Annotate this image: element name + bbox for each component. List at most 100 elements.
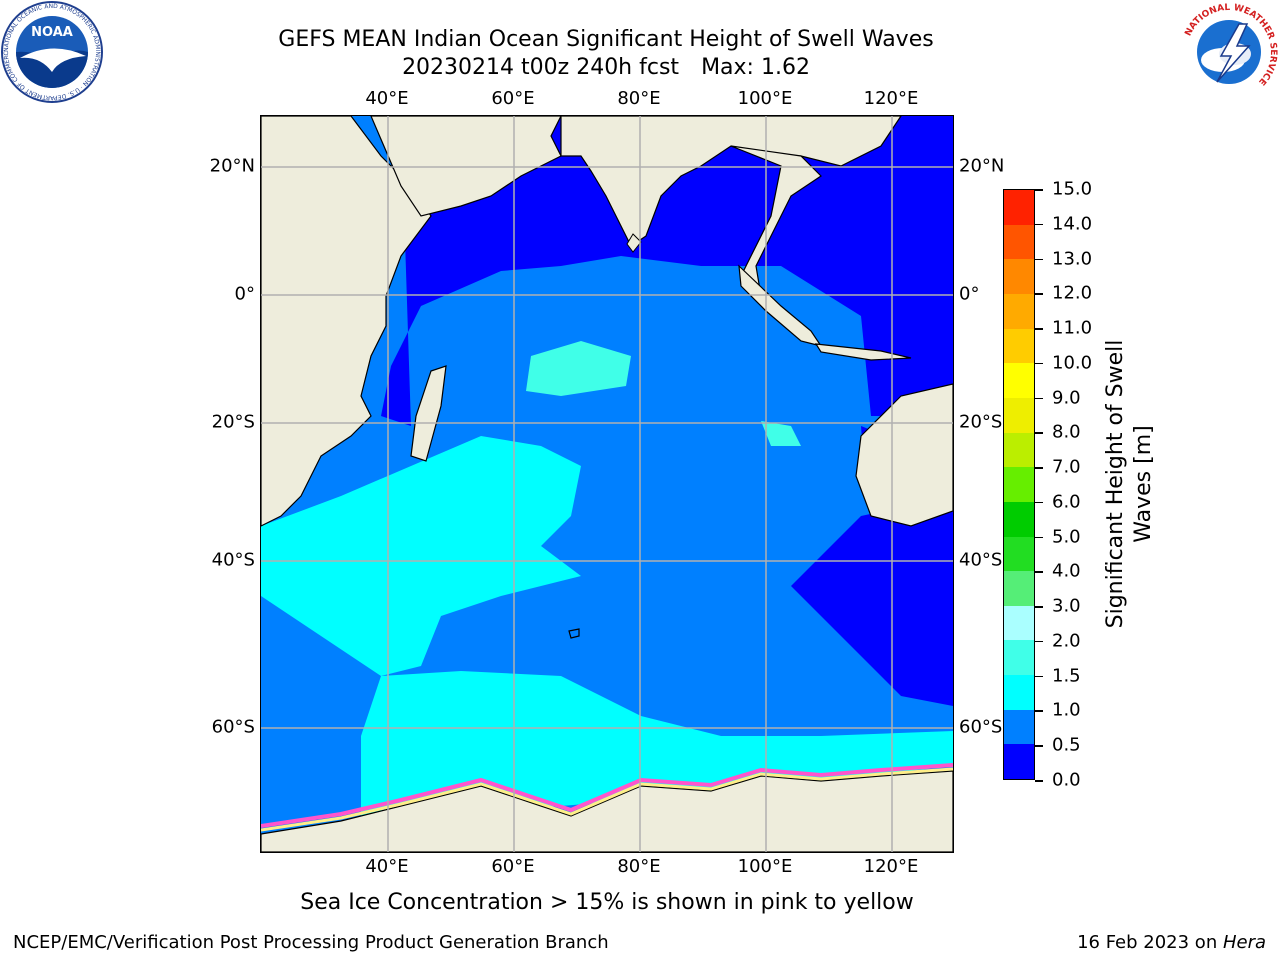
land-australia	[855, 383, 953, 527]
colorbar-tick	[1035, 745, 1043, 747]
colorbar-tick	[1035, 293, 1043, 295]
colorbar-label: 0.5	[1052, 734, 1081, 756]
colorbar-tick	[1035, 571, 1043, 573]
sea-ice-note: Sea Ice Concentration > 15% is shown in …	[300, 890, 914, 915]
low-swell-region-east	[791, 496, 953, 706]
colorbar-segment	[1004, 294, 1034, 329]
colorbar-label: 2.0	[1052, 630, 1081, 652]
land-asia	[560, 116, 902, 247]
colorbar-segment	[1004, 363, 1034, 398]
map-title: GEFS MEAN Indian Ocean Significant Heigh…	[278, 27, 934, 52]
lon-tick-top: 40°E	[365, 88, 409, 109]
max-value: Max: 1.62	[701, 55, 810, 80]
colorbar-tick	[1035, 780, 1043, 782]
colorbar-tick	[1035, 223, 1043, 226]
colorbar-segment	[1004, 709, 1034, 745]
footer-date-text: 16 Feb 2023 on	[1077, 932, 1223, 953]
colorbar-title-line1: Significant Height of Swell	[1103, 339, 1128, 629]
colorbar-label: 12.0	[1052, 282, 1093, 304]
nws-logo: NATIONAL WEATHER SERVICE	[1179, 2, 1279, 102]
colorbar-label: 6.0	[1052, 491, 1081, 513]
footer-date: 16 Feb 2023 on Hera	[1077, 932, 1266, 953]
colorbar	[1003, 189, 1035, 780]
lat-tick-right: 40°S	[959, 549, 1003, 571]
colorbar-segment	[1004, 571, 1034, 606]
lon-tick-top: 80°E	[617, 88, 661, 109]
colorbar-label: 5.0	[1052, 526, 1081, 548]
land-madagascar	[410, 365, 447, 462]
colorbar-label: 8.0	[1052, 421, 1081, 443]
lon-tick-bottom: 120°E	[863, 856, 919, 877]
colorbar-label: 3.0	[1052, 595, 1081, 617]
colorbar-label: 14.0	[1052, 213, 1093, 235]
lat-tick-right: 20°S	[959, 411, 1003, 433]
footer-credit: NCEP/EMC/Verification Post Processing Pr…	[13, 932, 609, 953]
colorbar-segment	[1004, 605, 1034, 641]
colorbar-tick	[1035, 640, 1043, 643]
land-malay	[730, 145, 822, 298]
colorbar-tick	[1035, 432, 1043, 434]
colorbar-label: 7.0	[1052, 456, 1081, 478]
land-kerguelen	[568, 628, 580, 639]
colorbar-segment	[1004, 190, 1034, 225]
colorbar-label: 0.0	[1052, 769, 1081, 791]
colorbar-tick	[1035, 467, 1043, 469]
lon-tick-top: 60°E	[491, 88, 535, 109]
lat-tick-right: 60°S	[959, 716, 1003, 738]
colorbar-label: 4.0	[1052, 560, 1081, 582]
colorbar-tick	[1035, 710, 1043, 712]
map-subtitle: 20230214 t00z 240h fcst Max: 1.62	[200, 55, 1012, 81]
colorbar-tick	[1035, 606, 1043, 608]
colorbar-title: Significant Height of Swell Waves [m]	[1102, 340, 1158, 629]
colorbar-segment	[1004, 640, 1034, 676]
colorbar-tick	[1035, 536, 1043, 539]
colorbar-segment	[1004, 259, 1034, 295]
lon-tick-bottom: 100°E	[737, 856, 793, 877]
lat-tick-left: 40°S	[211, 549, 255, 571]
lat-tick-left: 20°N	[209, 155, 255, 177]
colorbar-label: 11.0	[1052, 317, 1093, 339]
land-srilanka	[626, 233, 642, 253]
colorbar-segment	[1004, 397, 1034, 433]
colorbar-segment	[1004, 675, 1034, 710]
map-canvas	[261, 116, 953, 852]
colorbar-tick	[1035, 501, 1043, 504]
lat-tick-right: 20°N	[959, 155, 1005, 177]
low-swell-region-north	[381, 116, 953, 426]
sea-ice-edge	[261, 763, 953, 828]
land-sumatra	[738, 264, 823, 347]
colorbar-tick	[1035, 328, 1043, 330]
colorbar-segment	[1004, 224, 1034, 260]
lon-tick-top: 100°E	[737, 88, 793, 109]
sea-ice-edge-inner	[261, 767, 953, 832]
colorbar-tick	[1035, 675, 1043, 678]
lat-tick-left: 20°S	[211, 411, 255, 433]
colorbar-segment	[1004, 501, 1034, 537]
colorbar-tick	[1035, 362, 1043, 365]
colorbar-segment	[1004, 328, 1034, 364]
map-panel	[260, 115, 954, 853]
colorbar-tick	[1035, 189, 1043, 191]
colorbar-label: 9.0	[1052, 387, 1081, 409]
lat-tick-left: 0°	[234, 283, 255, 305]
high-swell-patch-tropical	[526, 341, 631, 396]
colorbar-tick	[1035, 397, 1043, 400]
colorbar-segment	[1004, 744, 1034, 779]
footer-host: Hera	[1222, 932, 1266, 953]
lat-tick-right: 0°	[959, 283, 980, 305]
colorbar-label: 15.0	[1052, 178, 1093, 200]
land-java	[814, 343, 912, 361]
colorbar-label: 1.5	[1052, 665, 1081, 687]
lat-tick-left: 60°S	[211, 716, 255, 738]
high-swell-region-south-central	[261, 436, 581, 676]
colorbar-segment	[1004, 432, 1034, 468]
colorbar-segment	[1004, 467, 1034, 502]
lon-tick-bottom: 40°E	[365, 856, 409, 877]
noaa-text: NOAA	[31, 25, 73, 40]
colorbar-title-line2: Waves [m]	[1131, 425, 1156, 543]
colorbar-tick	[1035, 258, 1043, 261]
lon-tick-bottom: 60°E	[491, 856, 535, 877]
noaa-logo: NATIONAL OCEANIC AND ATMOSPHERIC ADMINIS…	[0, 0, 103, 103]
high-swell-patch-small	[761, 421, 801, 446]
lon-tick-bottom: 80°E	[617, 856, 661, 877]
